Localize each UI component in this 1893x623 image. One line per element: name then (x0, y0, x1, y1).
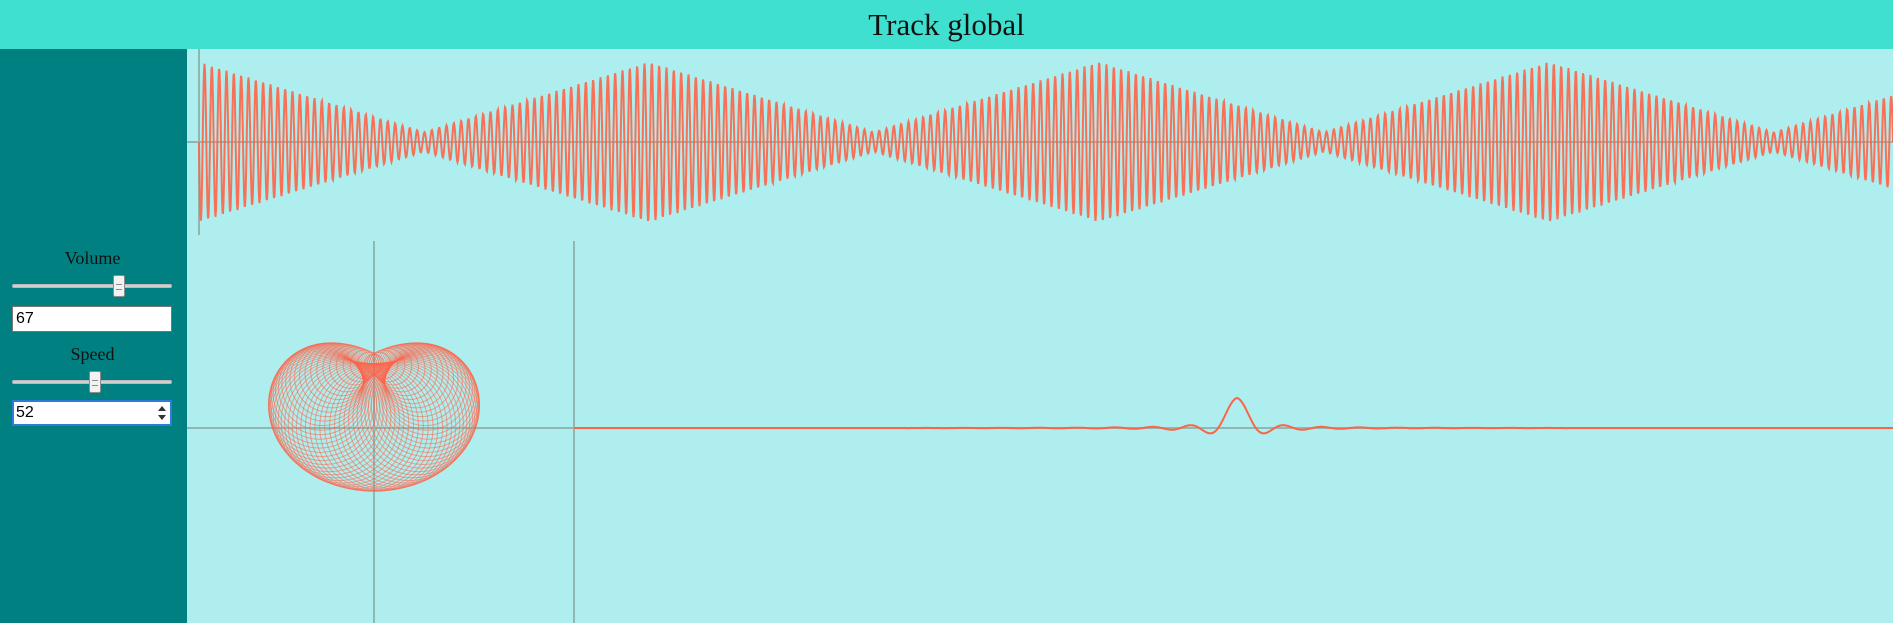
polar-rosette-loop (280, 359, 405, 484)
volume-slider[interactable] (12, 275, 172, 297)
impulse-signal (574, 396, 1893, 435)
polar-rosette-loop (333, 361, 461, 488)
polar-rosette-loop (309, 362, 439, 492)
polar-rosette-loop (295, 362, 424, 491)
polar-rosette-loop (289, 342, 364, 418)
app-header: Track global (0, 0, 1893, 49)
polar-rosette-loop (314, 362, 444, 492)
polar-rosette-loop (277, 344, 365, 431)
polar-rosette-loop (291, 361, 419, 490)
polar-rosette-loop (285, 342, 364, 422)
am-waveform (198, 62, 1893, 222)
polar-rosette-loop (356, 351, 382, 377)
polar-rosette-loop (287, 361, 415, 488)
speed-slider-thumb[interactable] (89, 371, 102, 393)
polar-rosette-loop (272, 346, 367, 440)
polar-rosette-loop (293, 342, 365, 413)
polar-rosette-loop (281, 343, 364, 427)
polar-rosette-loop (324, 362, 453, 491)
speed-label: Speed (70, 344, 115, 364)
control-sidebar: Volume 67 Speed 52 (0, 49, 187, 623)
polar-rosette-loop (270, 347, 368, 445)
speed-input[interactable]: 52 (12, 400, 172, 426)
page-title: Track global (868, 6, 1025, 42)
volume-label: Volume (64, 248, 121, 268)
signal-plots (187, 49, 1893, 623)
polar-rosette-loop (300, 362, 429, 492)
polar-rosette-loop (298, 342, 366, 409)
polar-rosette-loop (269, 348, 370, 449)
polar-rosette-loop (319, 362, 448, 492)
volume-slider-track (12, 284, 172, 288)
plot-area (187, 49, 1893, 623)
polar-rosette-loop (373, 350, 481, 458)
volume-input[interactable]: 67 (12, 306, 172, 332)
speed-input-value: 52 (16, 404, 34, 421)
volume-slider-thumb[interactable] (113, 275, 126, 297)
speed-slider[interactable] (12, 371, 172, 393)
polar-rosette-loop (381, 346, 476, 440)
polar-rosette-loop (322, 344, 371, 393)
polar-rosette-loop (338, 360, 464, 486)
spin-arrows-icon[interactable] (157, 405, 167, 421)
